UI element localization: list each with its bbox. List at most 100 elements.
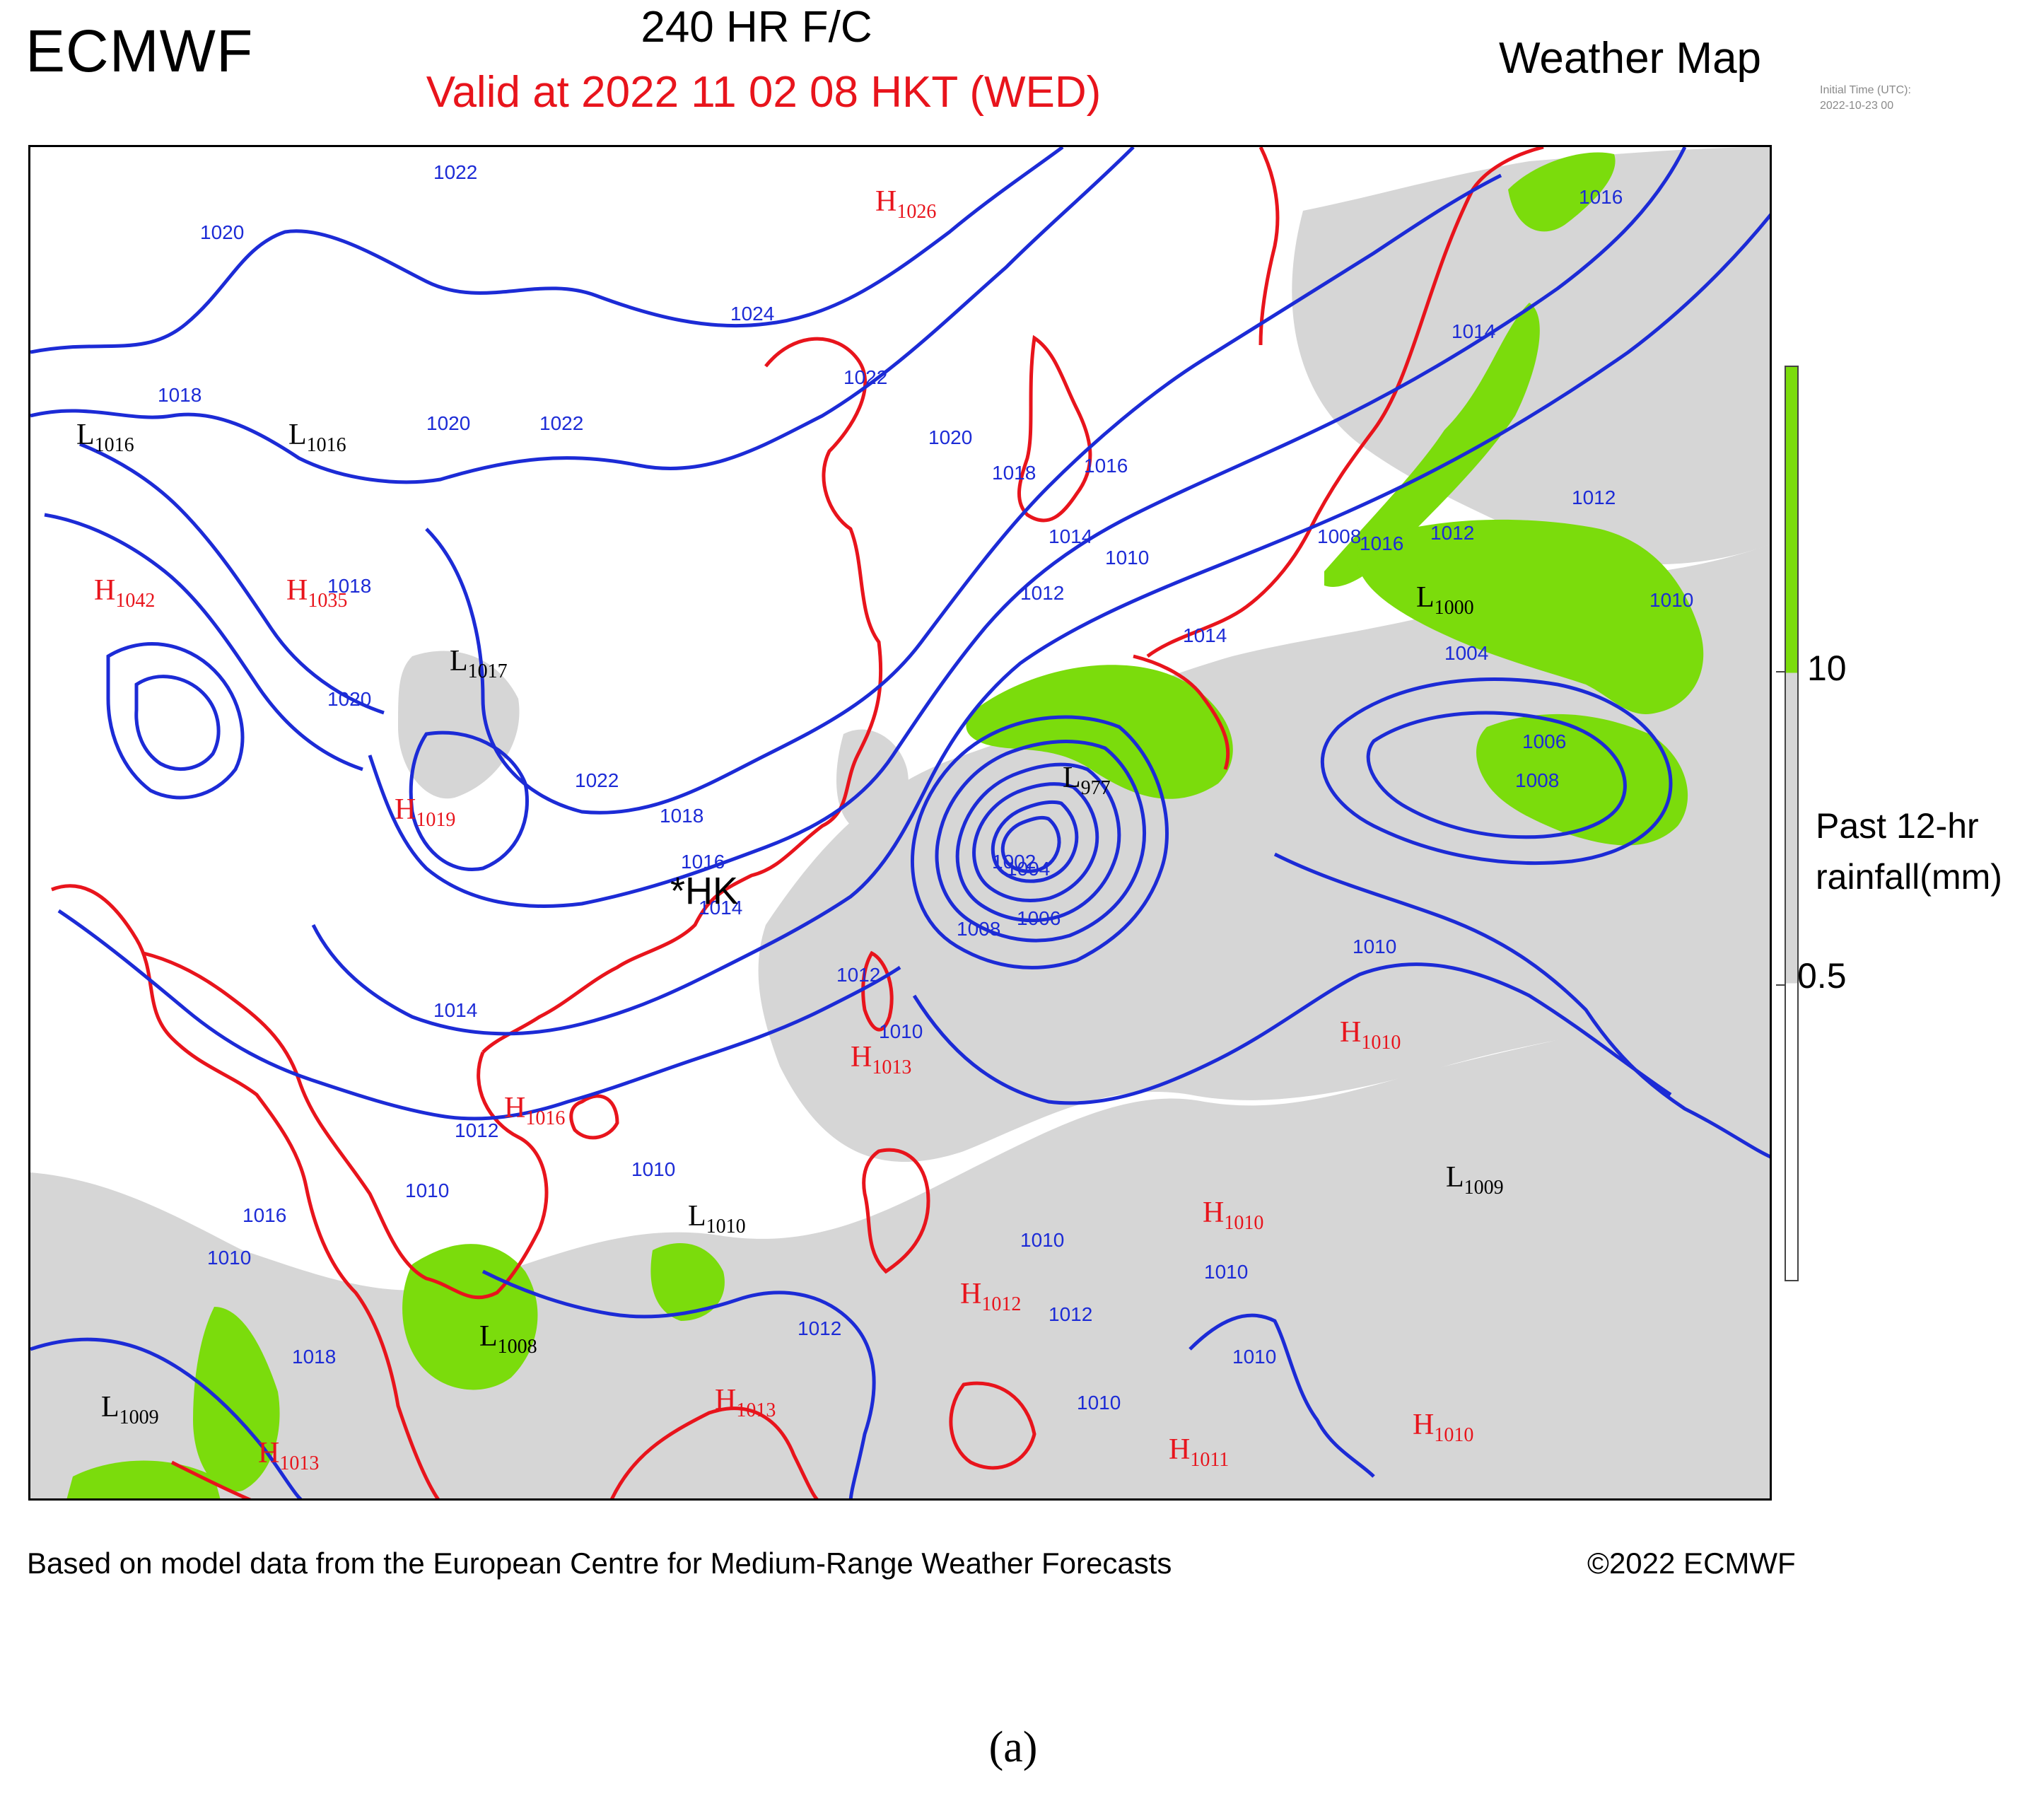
isobar-value-label: 1008	[957, 918, 1000, 940]
high-pressure-label: H1035	[286, 574, 347, 612]
low-pressure-label: L1016	[288, 419, 346, 456]
coastline-japan-south	[1133, 654, 1230, 770]
rain-area	[966, 665, 1233, 799]
isobar-value-label: 1018	[292, 1346, 336, 1368]
isobar-value-label: 1010	[631, 1158, 675, 1180]
isobar	[1320, 677, 1673, 866]
isobar-value-label: 1020	[426, 412, 470, 434]
isobar-value-label: 1022	[843, 366, 887, 388]
low-pressure-label: L1008	[479, 1320, 537, 1358]
isobar-value-label: 1014	[1183, 624, 1227, 646]
coastline-hainan	[569, 1094, 619, 1140]
figure-caption: (a)	[988, 1723, 1038, 1771]
rain-area	[650, 1243, 725, 1321]
isobar-value-label: 1016	[243, 1204, 286, 1226]
isobar-value-label: 1010	[1105, 547, 1149, 569]
coastline-layer	[51, 147, 1544, 1498]
coastline-mindanao	[949, 1381, 1036, 1470]
rain-area	[193, 1307, 280, 1492]
isobar-value-label: 1012	[1020, 582, 1064, 604]
high-pressure-label: H1013	[851, 1041, 911, 1078]
isobar-value-label: 1012	[836, 964, 880, 986]
rain-area	[758, 544, 1770, 1162]
isobar-value-label: 1002	[992, 851, 1036, 873]
low-pressure-label: L977	[1063, 762, 1111, 799]
coastline-china	[481, 337, 883, 1054]
isobar-value-label: 1020	[327, 688, 371, 710]
isobar-value-label: 1018	[992, 462, 1036, 484]
isobar-value-label: 1012	[798, 1317, 841, 1339]
high-pressure-label: H1010	[1340, 1016, 1401, 1054]
isobar-value-label: 1010	[1232, 1346, 1276, 1368]
isobar-value-label: 1010	[1204, 1261, 1248, 1283]
isobar-value-label: 1016	[681, 851, 725, 873]
isobar-value-label: 1008	[1515, 769, 1559, 791]
isobar	[972, 782, 1099, 903]
isobar	[991, 800, 1079, 883]
isobar-value-label: 1014	[433, 999, 477, 1021]
isobar-value-label: 1014	[1049, 525, 1092, 547]
isobar-value-label: 1004	[1006, 858, 1050, 880]
isobar-value-label: 1012	[1430, 522, 1474, 544]
isobar-value-label: 1006	[1522, 730, 1566, 752]
high-pressure-label: H1026	[875, 185, 936, 223]
isobar-value-label: 1010	[1020, 1229, 1064, 1251]
low-pressure-label: L1017	[450, 645, 508, 682]
isobar-value-label: 1016	[1360, 532, 1403, 554]
initial-time-value: 2022-10-23 00	[1820, 100, 1894, 112]
high-pressure-label: H1019	[395, 793, 455, 831]
map-canvas: H1026 L1016 L1016 H1042 H1035 L1017 H1019 L1000…	[30, 147, 1770, 1498]
valid-time: Valid at 2022 11 02 08 HKT (WED)	[426, 68, 1102, 117]
isobar-value-label: 1016	[1084, 455, 1128, 477]
isobar-value-label: 1022	[433, 161, 477, 183]
high-pressure-label: H1013	[715, 1384, 776, 1421]
colorbar-tick	[1776, 984, 1786, 986]
coastline-sakhalin	[1258, 147, 1280, 346]
copyright: ©2022 ECMWF	[1587, 1547, 1796, 1580]
isobar-value-label: 1010	[879, 1020, 923, 1042]
forecast-hour-title: 240 HR F/C	[641, 3, 872, 52]
isobar-value-label: 1014	[1452, 320, 1495, 342]
low-pressure-label: L1010	[688, 1200, 746, 1237]
isobar-value-label: 1018	[327, 575, 371, 597]
isobar-value-label: 1014	[699, 897, 742, 919]
isobar	[106, 642, 245, 800]
isobar	[79, 442, 385, 715]
initial-time-label: Initial Time (UTC):	[1820, 84, 1911, 96]
isobar-value-label: 1018	[158, 384, 202, 406]
weather-map: H1026 L1016 L1016 H1042 H1035 L1017 H1019 L1000…	[28, 145, 1772, 1501]
isobar-value-label: 1012	[1049, 1303, 1092, 1325]
isobar	[911, 715, 1169, 969]
isobar-value-label: 1012	[455, 1119, 498, 1141]
brand-title: ECMWF	[25, 18, 254, 84]
isobar	[1189, 1313, 1375, 1478]
hk-station-marker: *HK	[670, 870, 738, 912]
isobar-value-label: 1024	[730, 303, 774, 325]
isobar-value-label: 1008	[1317, 525, 1361, 547]
rain-area	[1476, 713, 1688, 846]
isobar	[409, 730, 529, 871]
high-pressure-label: H1016	[504, 1092, 565, 1129]
high-pressure-label: H1011	[1169, 1433, 1229, 1471]
coastline-luzon	[862, 1148, 930, 1274]
isobar	[30, 147, 1064, 354]
low-pressure-label: L1000	[1416, 581, 1474, 619]
isobar	[1000, 815, 1061, 873]
rain-area	[1357, 519, 1704, 714]
isobar-value-label: 1004	[1444, 642, 1488, 664]
rain-area	[1508, 152, 1616, 232]
coastline-korea	[1017, 334, 1092, 523]
coastline-indochina-west	[51, 884, 440, 1498]
isobar	[57, 909, 901, 1121]
isobar-value-label: 1010	[1077, 1392, 1121, 1414]
coastline-indochina	[143, 951, 549, 1300]
legend-threshold-10: 10	[1807, 648, 1847, 688]
isobar	[912, 962, 1672, 1105]
rain-area	[398, 651, 520, 799]
isobar-value-label: 1020	[200, 221, 244, 243]
legend-title-line1: Past 12-hr	[1816, 806, 1979, 846]
low-pressure-label: L1009	[1446, 1161, 1504, 1199]
map-type-label: Weather Map	[1499, 34, 1762, 83]
isobar-value-label: 1012	[1572, 487, 1616, 508]
pressure-centers: H1026 L1016 L1016 H1042 H1035 L1017 H1019 L1000…	[76, 185, 1504, 1474]
